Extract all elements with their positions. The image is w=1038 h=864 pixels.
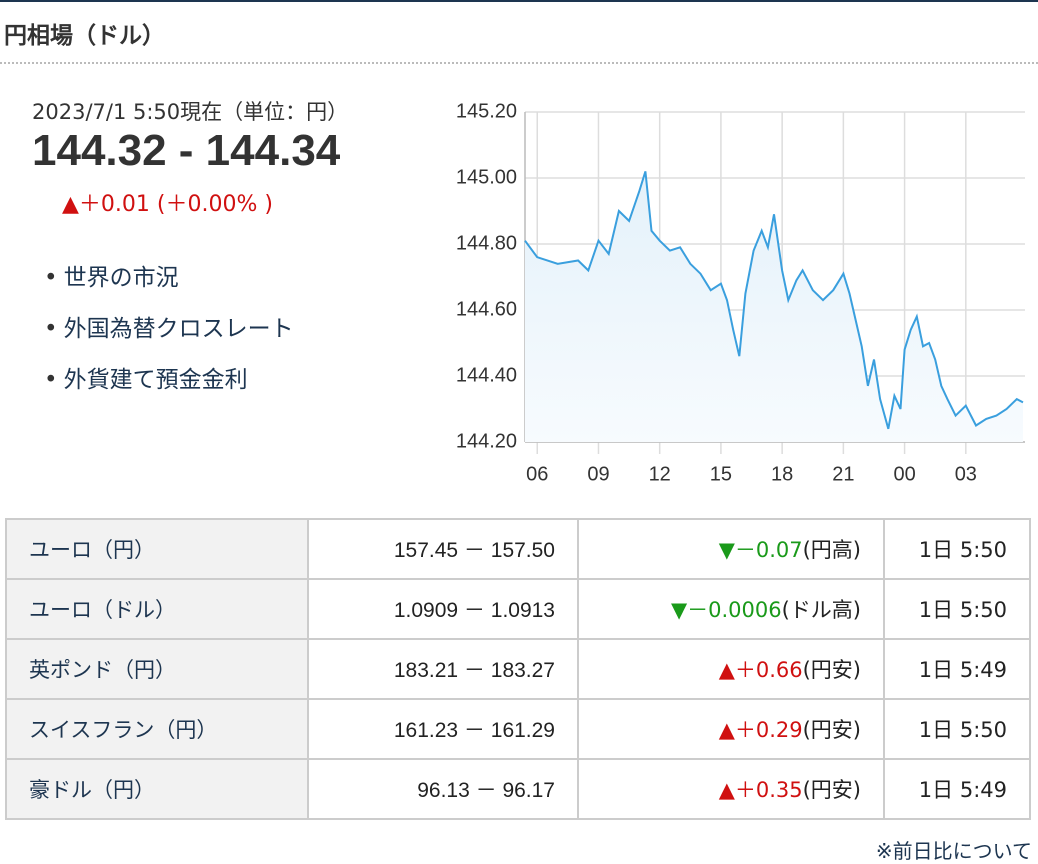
- x-tick-label: 15: [710, 463, 732, 485]
- top-bar: [0, 0, 1038, 2]
- change-cell: ▼－0.07(円高): [577, 518, 885, 580]
- link[interactable]: 世界の市況: [44, 258, 294, 309]
- y-tick-label: 144.80: [456, 232, 517, 254]
- change: ▼－0.07: [718, 538, 803, 562]
- rate: 157.45 － 157.50: [307, 518, 579, 580]
- x-tick-label: 06: [526, 463, 548, 485]
- x-tick-label: 12: [649, 463, 671, 485]
- y-tick-label: 144.40: [456, 364, 517, 386]
- link-list: 世界の市況外国為替クロスレート外貨建て預金金利: [44, 258, 294, 411]
- currency-name[interactable]: 英ポンド（円）: [5, 638, 309, 700]
- rate-table: ユーロ（円） 157.45 － 157.50 ▼－0.07(円高) 1日 5:50 ユー…: [5, 518, 1031, 820]
- area: [525, 171, 1023, 442]
- link[interactable]: 外国為替クロスレート: [44, 309, 294, 360]
- time: 1日 5:50: [883, 578, 1031, 640]
- table-row: 英ポンド（円） 183.21 － 183.27 ▲＋0.66(円安) 1日 5:49: [5, 638, 1031, 700]
- x-tick-label: 18: [771, 463, 793, 485]
- x-tick-label: 21: [832, 463, 854, 485]
- table-row: ユーロ（ドル） 1.0909 － 1.0913 ▼－0.0006(ドル高) 1日 5:…: [5, 578, 1031, 640]
- currency-name[interactable]: スイスフラン（円）: [5, 698, 309, 760]
- change-cell: ▲＋0.29(円安): [577, 698, 885, 760]
- currency-name[interactable]: ユーロ（ドル）: [5, 578, 309, 640]
- change-note: (円安): [802, 718, 861, 742]
- rate: 96.13 － 96.17: [307, 758, 579, 820]
- price: 144.32 - 144.34: [32, 126, 341, 175]
- change-cell: ▲＋0.35(円安): [577, 758, 885, 820]
- change-note: (円安): [802, 658, 861, 682]
- table-row: 豪ドル（円） 96.13 － 96.17 ▲＋0.35(円安) 1日 5:49: [5, 758, 1031, 820]
- footer-link[interactable]: ※前日比について: [875, 839, 1032, 863]
- table-row: ユーロ（円） 157.45 － 157.50 ▼－0.07(円高) 1日 5:50: [5, 518, 1031, 580]
- change: ▼－0.0006: [670, 598, 782, 622]
- change-cell: ▼－0.0006(ドル高): [577, 578, 885, 640]
- rate: 161.23 － 161.29: [307, 698, 579, 760]
- change: ▲＋0.29: [718, 718, 803, 742]
- link[interactable]: 外貨建て預金金利: [44, 360, 294, 411]
- x-tick-label: 09: [587, 463, 609, 485]
- change-note: (ドル高): [781, 598, 861, 622]
- currency-name[interactable]: 豪ドル（円）: [5, 758, 309, 820]
- currency-name[interactable]: ユーロ（円）: [5, 518, 309, 580]
- rate: 1.0909 － 1.0913: [307, 578, 579, 640]
- y-tick-label: 145.00: [456, 166, 517, 188]
- time: 1日 5:49: [883, 638, 1031, 700]
- y-tick-label: 144.60: [456, 298, 517, 320]
- time: 1日 5:49: [883, 758, 1031, 820]
- change: ▲＋0.35: [718, 778, 803, 802]
- change: ▲＋0.01 (＋0.00% ): [62, 192, 273, 217]
- table-row: スイスフラン（円） 161.23 － 161.29 ▲＋0.29(円安) 1日 5:5…: [5, 698, 1031, 760]
- title: 円相場（ドル）: [4, 23, 165, 49]
- divider: [0, 62, 1038, 64]
- y-tick-label: 144.20: [456, 430, 517, 452]
- rate: 183.21 － 183.27: [307, 638, 579, 700]
- change-cell: ▲＋0.66(円安): [577, 638, 885, 700]
- change-note: (円安): [802, 778, 861, 802]
- change: ▲＋0.66: [718, 658, 803, 682]
- timestamp: 2023/7/1 5:50現在（単位：円）: [32, 100, 349, 124]
- y-tick-label: 145.20: [456, 100, 517, 122]
- chart: 144.20 144.40 144.60 144.80 145.00 145.20 06 09…: [456, 100, 1025, 485]
- change-note: (円高): [802, 538, 861, 562]
- x-tick-label: 03: [955, 463, 977, 485]
- time: 1日 5:50: [883, 698, 1031, 760]
- line: [524, 171, 1024, 430]
- time: 1日 5:50: [883, 518, 1031, 580]
- x-tick-label: 00: [893, 463, 915, 485]
